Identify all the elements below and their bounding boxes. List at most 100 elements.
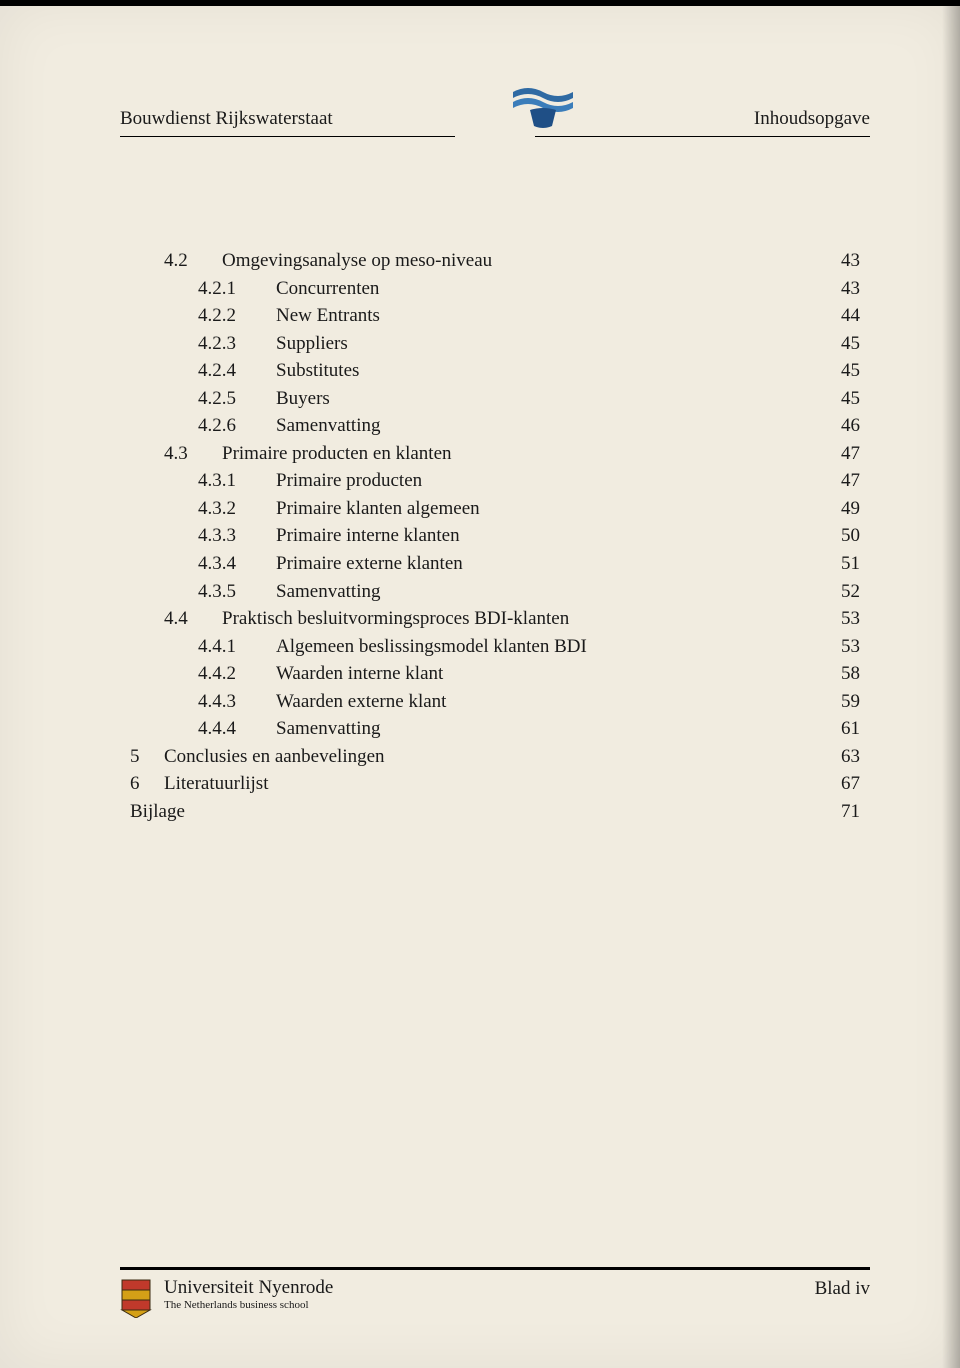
table-of-contents: 4.2Omgevingsanalyse op meso-niveau434.2.… (120, 247, 870, 825)
header-logo (503, 80, 583, 130)
toc-number: 4.3.3 (198, 522, 276, 550)
toc-title: Conclusies en aanbevelingen (164, 743, 385, 771)
toc-page: 71 (834, 798, 860, 826)
toc-title: Waarden interne klant (276, 660, 443, 688)
page-label-prefix: Blad (815, 1278, 856, 1299)
toc-title: Primaire externe klanten (276, 550, 463, 578)
toc-number: 4.3.1 (198, 467, 276, 495)
toc-entry: 4.4.2Waarden interne klant58 (130, 660, 860, 688)
toc-title: Primaire producten en klanten (222, 440, 452, 468)
toc-entry: 4.3.4Primaire externe klanten 51 (130, 550, 860, 578)
footer-left: Universiteit Nyenrode The Netherlands bu… (120, 1278, 333, 1318)
toc-page: 51 (834, 550, 860, 578)
toc-page: 45 (834, 385, 860, 413)
toc-page: 47 (834, 440, 860, 468)
toc-entry: 4.2.3Suppliers 45 (130, 330, 860, 358)
toc-number: 6 (130, 770, 164, 798)
toc-entry: 4.2.5Buyers 45 (130, 385, 860, 413)
header-left: Bouwdienst Rijkswaterstaat (120, 108, 333, 130)
toc-title: Bijlage (130, 798, 185, 826)
toc-page: 67 (834, 770, 860, 798)
toc-page: 43 (834, 247, 860, 275)
toc-entry: 4.4.4Samenvatting61 (130, 715, 860, 743)
toc-entry: 4.2.1Concurrenten 43 (130, 275, 860, 303)
toc-page: 45 (834, 357, 860, 385)
toc-page: 53 (834, 605, 860, 633)
toc-entry: 4.3.1Primaire producten 47 (130, 467, 860, 495)
toc-entry: 4.2.6Samenvatting 46 (130, 412, 860, 440)
toc-title: Waarden externe klant (276, 688, 446, 716)
toc-entry: 6Literatuurlijst 67 (130, 770, 860, 798)
toc-number: 5 (130, 743, 164, 771)
toc-page: 58 (834, 660, 860, 688)
toc-number: 4.2.1 (198, 275, 276, 303)
toc-number: 4.2.6 (198, 412, 276, 440)
crest-icon (120, 1278, 152, 1318)
toc-entry: 4.2.2New Entrants 44 (130, 302, 860, 330)
toc-number: 4.4 (164, 605, 222, 633)
toc-entry: 4.4.3Waarden externe klant 59 (130, 688, 860, 716)
toc-title: Substitutes (276, 357, 359, 385)
footer-text: Universiteit Nyenrode The Netherlands bu… (164, 1278, 333, 1311)
toc-page: 46 (834, 412, 860, 440)
toc-number: 4.4.3 (198, 688, 276, 716)
header-rule (120, 136, 870, 137)
toc-entry: 4.3.3Primaire interne klanten 50 (130, 522, 860, 550)
toc-page: 44 (834, 302, 860, 330)
toc-number: 4.4.4 (198, 715, 276, 743)
toc-title: Praktisch besluitvormingsproces BDI-klan… (222, 605, 569, 633)
toc-entry: 4.3.5Samenvatting 52 (130, 578, 860, 606)
rule-left (120, 136, 455, 137)
wave-logo-icon (508, 80, 578, 130)
toc-number: 4.2.5 (198, 385, 276, 413)
toc-title: Omgevingsanalyse op meso-niveau (222, 247, 492, 275)
page-number: Blad iv (815, 1278, 870, 1300)
toc-title: Samenvatting (276, 578, 380, 606)
toc-page: 49 (834, 495, 860, 523)
toc-number: 4.2.4 (198, 357, 276, 385)
university-subtitle: The Netherlands business school (164, 1299, 333, 1311)
toc-page: 45 (834, 330, 860, 358)
toc-title: Primaire producten (276, 467, 422, 495)
footer-row: Universiteit Nyenrode The Netherlands bu… (120, 1278, 870, 1318)
toc-title: Concurrenten (276, 275, 379, 303)
page-footer: Universiteit Nyenrode The Netherlands bu… (120, 1267, 870, 1318)
toc-page: 53 (834, 633, 860, 661)
page-label-num: iv (855, 1278, 870, 1299)
toc-title: Suppliers (276, 330, 348, 358)
toc-page: 50 (834, 522, 860, 550)
toc-entry: 4.4.1Algemeen beslissingsmodel klanten B… (130, 633, 860, 661)
toc-number: 4.2 (164, 247, 222, 275)
toc-entry: 5Conclusies en aanbevelingen 63 (130, 743, 860, 771)
toc-entry: 4.3.2Primaire klanten algemeen 49 (130, 495, 860, 523)
toc-title: Buyers (276, 385, 330, 413)
toc-number: 4.3.5 (198, 578, 276, 606)
toc-entry: Bijlage 71 (130, 798, 860, 826)
rule-right (535, 136, 870, 137)
footer-rule (120, 1267, 870, 1270)
toc-page: 59 (834, 688, 860, 716)
toc-number: 4.2.3 (198, 330, 276, 358)
toc-number: 4.4.1 (198, 633, 276, 661)
toc-title: Primaire interne klanten (276, 522, 460, 550)
toc-entry: 4.3Primaire producten en klanten 47 (130, 440, 860, 468)
header-right: Inhoudsopgave (754, 108, 870, 130)
toc-number: 4.3.2 (198, 495, 276, 523)
toc-number: 4.3 (164, 440, 222, 468)
toc-page: 52 (834, 578, 860, 606)
toc-title: Literatuurlijst (164, 770, 268, 798)
page: Bouwdienst Rijkswaterstaat Inhoudsopgave… (0, 0, 960, 1368)
toc-title: New Entrants (276, 302, 380, 330)
toc-page: 63 (834, 743, 860, 771)
toc-title: Algemeen beslissingsmodel klanten BDI (276, 633, 587, 661)
toc-number: 4.3.4 (198, 550, 276, 578)
toc-title: Samenvatting (276, 412, 380, 440)
toc-entry: 4.2Omgevingsanalyse op meso-niveau 43 (130, 247, 860, 275)
toc-page: 47 (834, 467, 860, 495)
university-name: Universiteit Nyenrode (164, 1278, 333, 1299)
toc-title: Primaire klanten algemeen (276, 495, 480, 523)
toc-entry: 4.2.4Substitutes 45 (130, 357, 860, 385)
toc-page: 43 (834, 275, 860, 303)
toc-title: Samenvatting (276, 715, 380, 743)
toc-number: 4.2.2 (198, 302, 276, 330)
